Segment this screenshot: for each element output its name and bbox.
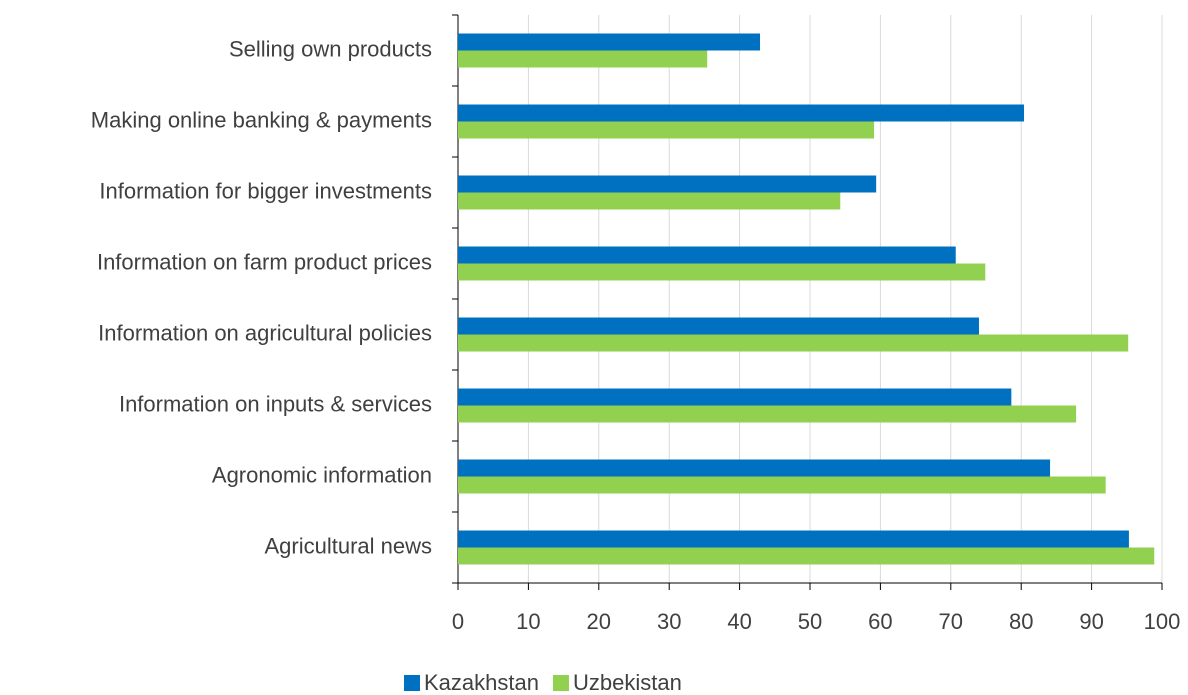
- y-tick-label: Information for bigger investments: [99, 178, 432, 203]
- bar: [458, 175, 877, 193]
- bar: [458, 388, 1012, 406]
- y-tick-label: Information on inputs & services: [119, 391, 432, 416]
- y-tick-label: Information on farm product prices: [97, 249, 432, 274]
- bar: [458, 530, 1129, 548]
- bar: [458, 104, 1025, 122]
- bar: [458, 459, 1051, 477]
- x-tick-label: 50: [798, 609, 822, 634]
- y-tick-label: Agricultural news: [264, 533, 432, 558]
- y-tick-label: Selling own products: [229, 36, 432, 61]
- y-tick-label: Making online banking & payments: [91, 107, 432, 132]
- bar: [458, 246, 956, 264]
- legend-label: Uzbekistan: [573, 670, 682, 695]
- bar: [458, 334, 1129, 352]
- bar: [458, 192, 841, 210]
- x-tick-label: 90: [1079, 609, 1103, 634]
- x-tick-label: 60: [868, 609, 892, 634]
- x-tick-label: 70: [939, 609, 963, 634]
- y-tick-label: Information on agricultural policies: [98, 320, 432, 345]
- bar: [458, 121, 875, 139]
- x-tick-label: 80: [1009, 609, 1033, 634]
- bar: [458, 50, 708, 68]
- legend-swatch: [404, 675, 420, 691]
- bar: [458, 263, 986, 281]
- x-tick-label: 20: [587, 609, 611, 634]
- legend-label: Kazakhstan: [424, 670, 539, 695]
- x-tick-label: 100: [1144, 609, 1181, 634]
- x-tick-label: 10: [516, 609, 540, 634]
- x-tick-label: 0: [452, 609, 464, 634]
- bar: [458, 405, 1077, 423]
- bar: [458, 317, 979, 335]
- x-tick-label: 40: [727, 609, 751, 634]
- y-tick-label: Agronomic information: [212, 462, 432, 487]
- bar: [458, 33, 761, 51]
- legend-swatch: [552, 675, 569, 691]
- bar: [458, 476, 1106, 494]
- bar: [458, 547, 1155, 565]
- x-tick-label: 30: [657, 609, 681, 634]
